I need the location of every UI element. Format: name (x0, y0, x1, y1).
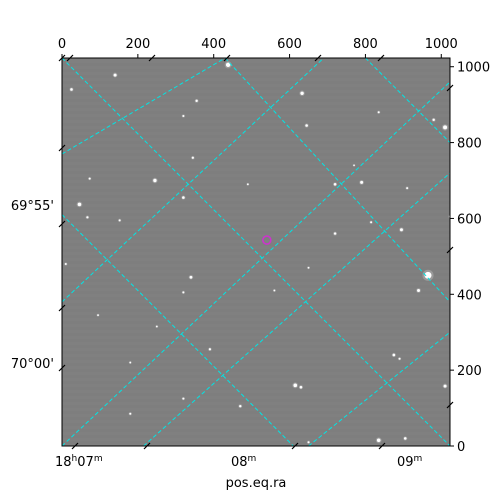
coordinate-grid (62, 58, 450, 446)
world-tick-14 (143, 442, 151, 450)
star-30 (181, 290, 185, 294)
star-27 (188, 274, 194, 280)
world-tick-12 (446, 401, 454, 409)
star-16 (181, 195, 186, 200)
ra-tick-label-0: 18h07m (55, 454, 103, 470)
star-19 (85, 215, 90, 220)
star-6 (304, 123, 309, 128)
star-4 (194, 98, 199, 103)
right-tick-label-2: 400 (457, 288, 482, 303)
top-tick-label-5: 1000 (425, 37, 458, 52)
top-tick-label-4: 800 (353, 37, 378, 52)
world-tick-0 (58, 54, 66, 62)
world-tick-16 (378, 442, 386, 450)
ra-tick-label-1: 08m (231, 454, 256, 470)
star-42 (403, 436, 408, 441)
ra-grid-line-6 (308, 331, 450, 446)
star-25 (422, 269, 434, 281)
star-2 (69, 87, 74, 92)
star-37 (442, 383, 448, 389)
dec-grid-line-10 (224, 58, 450, 303)
star-21 (369, 220, 373, 224)
star-31 (208, 347, 212, 352)
world-tick-4 (314, 54, 322, 62)
star-1 (112, 72, 118, 78)
star-8 (441, 124, 449, 131)
star-35 (292, 382, 299, 389)
plot-frame (61, 57, 451, 447)
ra-tick-label-2: 09m (397, 454, 422, 470)
right-tick-label-5: 1000 (457, 61, 490, 76)
star-12 (88, 177, 92, 181)
world-tick-3 (223, 54, 231, 62)
star-28 (307, 266, 310, 270)
world-tick-8 (58, 220, 66, 228)
dec-grid-line-11 (365, 58, 450, 143)
world-tick-11 (446, 246, 454, 254)
star-32 (155, 325, 159, 328)
dec-grid-line-9 (62, 214, 294, 446)
top-tick-label-2: 400 (201, 37, 226, 52)
right-tick-label-3: 600 (457, 212, 482, 227)
star-5 (181, 114, 185, 118)
right-tick-label-4: 800 (457, 137, 482, 152)
target-marker (262, 235, 272, 245)
star-43 (306, 440, 311, 444)
top-tick-label-3: 600 (277, 37, 302, 52)
target-circle (262, 235, 272, 245)
top-tick-label-1: 200 (125, 37, 150, 52)
star-29 (64, 262, 68, 266)
ra-grid-line-4 (62, 81, 450, 446)
ra-grid-line-5 (143, 172, 450, 446)
world-tick-7 (58, 304, 66, 312)
star-41 (375, 437, 382, 444)
x-axis-label: pos.eq.ra (226, 476, 287, 491)
star-39 (238, 404, 243, 409)
star-13 (332, 182, 338, 187)
star-40 (128, 412, 132, 416)
world-tick-6 (58, 144, 66, 152)
dec-tick-label-0: 69°55' (11, 199, 54, 214)
dec-tick-label-1: 70°00' (11, 357, 54, 372)
star-0 (224, 61, 232, 69)
star-15 (76, 201, 83, 208)
world-tick-15 (291, 442, 299, 450)
star-9 (377, 110, 381, 114)
star-3 (299, 90, 305, 96)
star-34 (397, 357, 402, 361)
star-17 (405, 186, 409, 190)
star-36 (298, 385, 304, 390)
ra-grid-line-3 (62, 58, 325, 303)
star-20 (246, 182, 250, 186)
star-46 (96, 313, 100, 317)
dec-grid-line-7 (62, 58, 450, 446)
star-10 (191, 155, 195, 160)
world-tick-13 (71, 442, 79, 450)
star-47 (352, 164, 356, 167)
top-tick-label-0: 0 (58, 37, 66, 52)
right-tick-label-1: 200 (457, 364, 482, 379)
world-tick-2 (148, 54, 156, 62)
star-33 (391, 352, 396, 358)
world-tick-9 (58, 364, 66, 372)
star-23 (333, 231, 337, 236)
star-38 (181, 396, 185, 401)
world-tick-5 (377, 54, 385, 62)
star-22 (399, 227, 404, 233)
star-7 (431, 117, 436, 122)
stars-layer (64, 61, 450, 444)
ra-grid-line-2 (62, 58, 226, 155)
world-tick-10 (446, 84, 454, 92)
star-11 (152, 177, 158, 184)
star-45 (272, 289, 276, 292)
right-tick-label-0: 0 (457, 440, 465, 455)
star-14 (359, 180, 365, 185)
pixel-axis-ticks: 0 200 400 600 800 1000 0 200 400 600 800 1000 (58, 37, 490, 455)
world-tick-1 (66, 54, 74, 62)
world-axis-ticks (58, 54, 454, 450)
star-18 (118, 218, 122, 222)
star-26 (416, 288, 421, 293)
star-44 (128, 361, 132, 364)
